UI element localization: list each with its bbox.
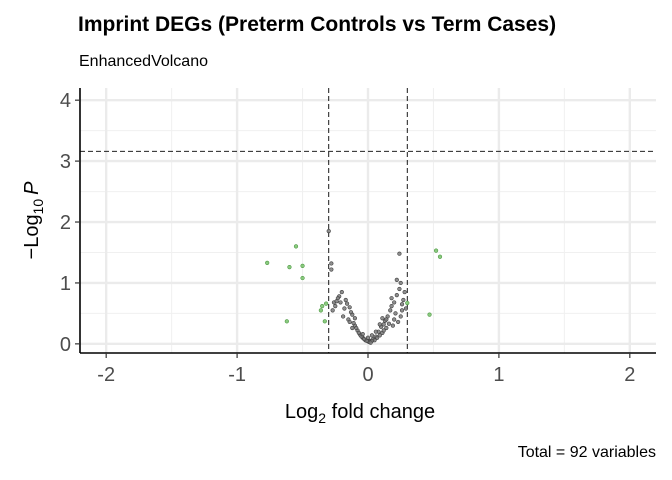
data-point: [433, 248, 439, 253]
data-point: [397, 251, 402, 256]
data-point: [388, 308, 393, 313]
data-point: [427, 312, 432, 317]
data-point: [377, 322, 382, 327]
data-point: [397, 286, 402, 292]
data-point: [398, 280, 403, 286]
x-tick-label: -2: [97, 364, 115, 386]
y-tick-label: 2: [60, 212, 71, 234]
data-point: [389, 303, 394, 309]
y-tick-label: 3: [60, 151, 71, 173]
data-point: [342, 306, 347, 311]
data-point: [396, 319, 401, 325]
data-point: [352, 316, 358, 321]
y-axis-title: −Log10P: [21, 181, 46, 260]
data-point: [318, 308, 323, 313]
data-point: [384, 317, 389, 322]
data-point: [300, 263, 305, 268]
data-point: [375, 335, 380, 340]
data-point: [339, 289, 344, 295]
data-point: [329, 267, 334, 272]
data-point: [377, 333, 382, 338]
data-point: [390, 323, 395, 328]
data-point: [360, 332, 365, 337]
y-tick-label: 4: [60, 90, 71, 112]
data-point: [324, 301, 329, 306]
data-point: [373, 329, 378, 334]
y-tick-label: 0: [60, 334, 71, 356]
data-point: [392, 317, 397, 322]
x-axis-title: Log2 fold change: [285, 401, 435, 426]
grid: [80, 88, 656, 353]
data-point: [354, 325, 359, 331]
data-point: [348, 310, 354, 315]
data-point: [380, 316, 385, 321]
data-point: [356, 330, 361, 335]
x-tick-label: 2: [624, 364, 635, 386]
data-point: [403, 306, 409, 311]
data-point: [320, 303, 325, 309]
data-point: [351, 321, 356, 326]
caption: Total = 92 variables: [517, 444, 656, 461]
data-point: [386, 321, 392, 326]
y-tick-label: 1: [60, 273, 71, 295]
data-point: [365, 335, 371, 340]
data-point: [284, 319, 289, 324]
x-tick-label: 1: [493, 364, 504, 386]
x-tick-label: -1: [228, 364, 246, 386]
data-point: [265, 260, 270, 265]
data-point: [329, 261, 334, 266]
data-point: [338, 300, 343, 305]
data-point: [293, 244, 299, 249]
data-point: [392, 300, 397, 305]
data-point: [350, 325, 355, 331]
data-point: [381, 322, 386, 327]
data-point: [394, 293, 399, 298]
data-point: [347, 319, 352, 325]
data-point: [402, 289, 407, 295]
data-point: [398, 314, 403, 319]
data-point: [326, 229, 331, 234]
chart-title: Imprint DEGs (Preterm Controls vs Term C…: [78, 13, 557, 36]
data-point: [437, 254, 443, 259]
data-point: [361, 336, 367, 342]
data-point: [381, 328, 386, 333]
data-point: [369, 333, 375, 338]
data-point: [344, 301, 350, 306]
data-point: [401, 297, 406, 303]
axes: [75, 88, 656, 358]
data-point: [384, 325, 389, 331]
data-point: [393, 311, 398, 316]
data-points: [265, 229, 443, 345]
data-point: [343, 297, 348, 303]
tick-labels: -2 -1 0 1 2 0 1 2 3 4: [60, 90, 636, 386]
data-point: [389, 296, 394, 301]
x-tick-label: 0: [362, 364, 373, 386]
chart-subtitle: EnhancedVolcano: [79, 53, 208, 70]
data-point: [334, 299, 339, 304]
data-point: [341, 314, 346, 319]
data-point: [405, 300, 410, 306]
data-point: [287, 265, 292, 270]
data-point: [322, 319, 327, 324]
data-point: [399, 308, 405, 313]
data-point: [330, 308, 335, 313]
data-point: [399, 302, 405, 307]
data-point: [394, 277, 399, 282]
data-point: [368, 340, 373, 345]
data-point: [333, 303, 338, 309]
data-point: [347, 305, 352, 310]
data-point: [300, 275, 305, 281]
